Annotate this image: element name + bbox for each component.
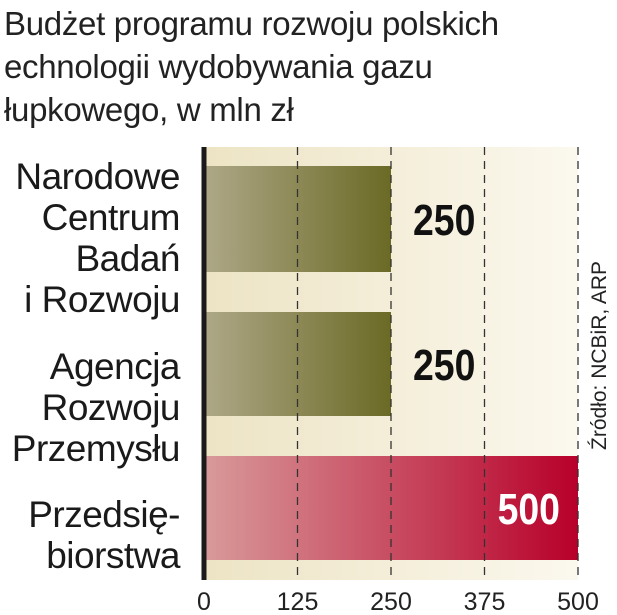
- x-tick-label-0: 0: [197, 588, 211, 615]
- category-label-1: Agencja Rozwoju Przemysłu: [11, 346, 181, 469]
- category-label-2: Przedsię- biorstwa: [28, 494, 180, 576]
- category-label-0: Narodowe Centrum Badań i Rozwoju: [15, 156, 180, 320]
- x-tick-label-2: 250: [370, 588, 412, 615]
- data-label-2: 500: [498, 484, 560, 534]
- x-tick-label-4: 500: [557, 588, 599, 615]
- data-label-1: 250: [413, 340, 475, 390]
- x-tick-label-3: 375: [464, 588, 506, 615]
- source-note: Źródło: NCBiR, ARP: [588, 260, 611, 450]
- x-tick-label-1: 125: [277, 588, 319, 615]
- data-label-0: 250: [413, 195, 475, 245]
- chart-title: Budżet programu rozwoju polskich echnolo…: [4, 5, 499, 128]
